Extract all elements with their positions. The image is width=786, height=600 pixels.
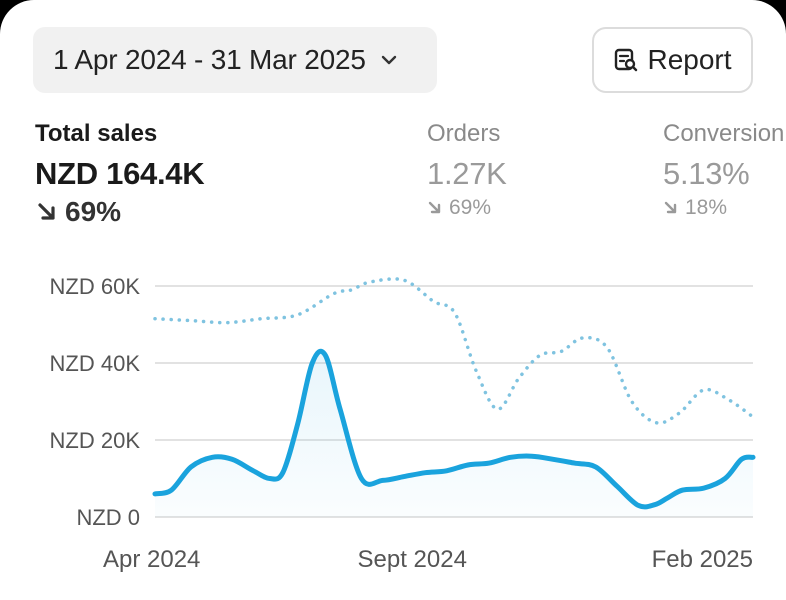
- x-tick-label: Feb 2025: [652, 546, 753, 573]
- current-series-area: [155, 351, 753, 517]
- y-tick-label: NZD 0: [76, 505, 140, 530]
- x-tick-label: Apr 2024: [103, 546, 200, 573]
- y-tick-label: NZD 40K: [50, 351, 141, 376]
- sales-analytics-card: 1 Apr 2024 - 31 Mar 2025 Report Total sa…: [0, 0, 786, 600]
- previous-period-line: [155, 279, 753, 423]
- x-tick-label: Sept 2024: [358, 546, 467, 573]
- sales-line-chart: NZD 0 NZD 20K NZD 40K NZD 60K Apr 2024 Sept …: [0, 0, 786, 600]
- y-tick-label: NZD 60K: [50, 274, 141, 299]
- y-tick-label: NZD 20K: [50, 428, 141, 453]
